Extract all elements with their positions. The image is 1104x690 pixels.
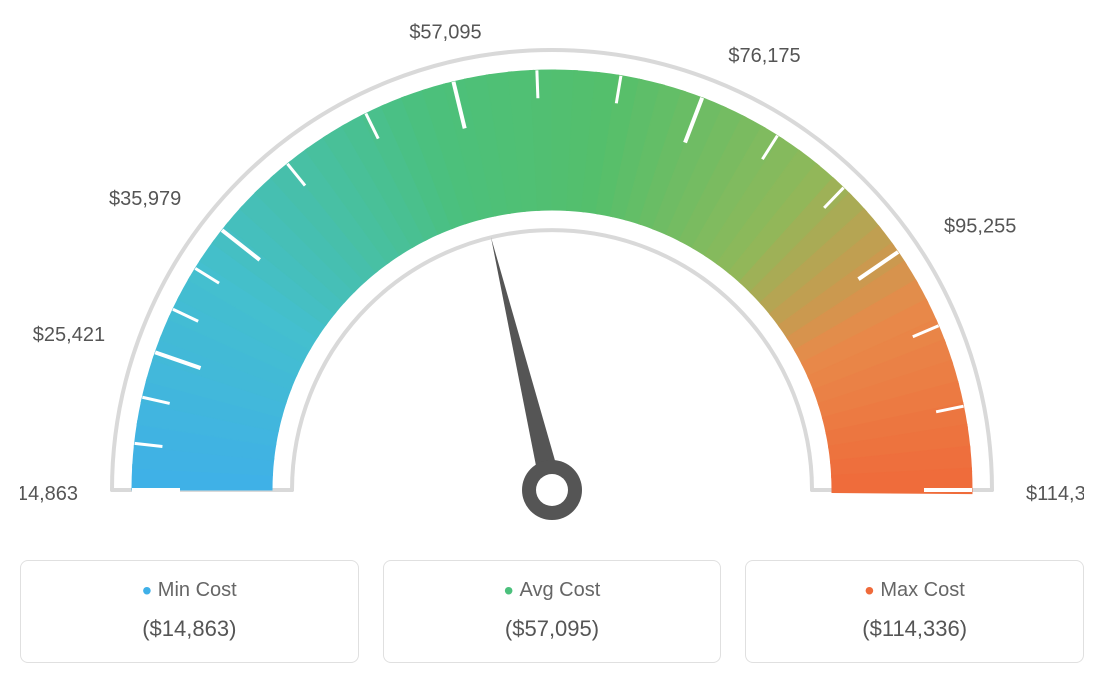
legend-row: •Min Cost($14,863)•Avg Cost($57,095)•Max… bbox=[20, 560, 1084, 663]
gauge-tick-label: $114,336 bbox=[1026, 483, 1084, 505]
legend-card: •Avg Cost($57,095) bbox=[383, 560, 722, 663]
cost-gauge-chart: $14,863 $25,421 $35,979 $57,095 $76,175 $95,2… bbox=[20, 20, 1084, 663]
legend-title-text: Min Cost bbox=[158, 579, 237, 601]
legend-card-title: •Max Cost bbox=[756, 579, 1073, 602]
gauge-needle-hub-inner bbox=[536, 474, 568, 506]
gauge-tick-label: $76,175 bbox=[728, 45, 800, 67]
gauge-tick-label: $14,863 bbox=[20, 483, 78, 505]
legend-dot-icon: • bbox=[865, 575, 875, 606]
legend-dot-icon: • bbox=[142, 575, 152, 606]
gauge-tick-label: $57,095 bbox=[409, 22, 481, 44]
legend-title-text: Max Cost bbox=[880, 579, 964, 601]
legend-title-text: Avg Cost bbox=[520, 579, 601, 601]
gauge-svg: $14,863 $25,421 $35,979 $57,095 $76,175 $95,2… bbox=[20, 20, 1084, 530]
legend-card-title: •Min Cost bbox=[31, 579, 348, 602]
gauge-tick-minor bbox=[537, 70, 538, 98]
legend-card-value: ($114,336) bbox=[756, 616, 1073, 642]
gauge-tick-label: $25,421 bbox=[33, 324, 105, 346]
legend-card: •Max Cost ($114,336) bbox=[745, 560, 1084, 663]
legend-card-value: ($57,095) bbox=[394, 616, 711, 642]
gauge-needle bbox=[491, 237, 563, 492]
legend-card-title: •Avg Cost bbox=[394, 579, 711, 602]
legend-card: •Min Cost($14,863) bbox=[20, 560, 359, 663]
gauge-tick-label: $35,979 bbox=[109, 188, 181, 210]
legend-card-value: ($14,863) bbox=[31, 616, 348, 642]
gauge-tick-label: $95,255 bbox=[944, 216, 1016, 238]
legend-dot-icon: • bbox=[504, 575, 514, 606]
